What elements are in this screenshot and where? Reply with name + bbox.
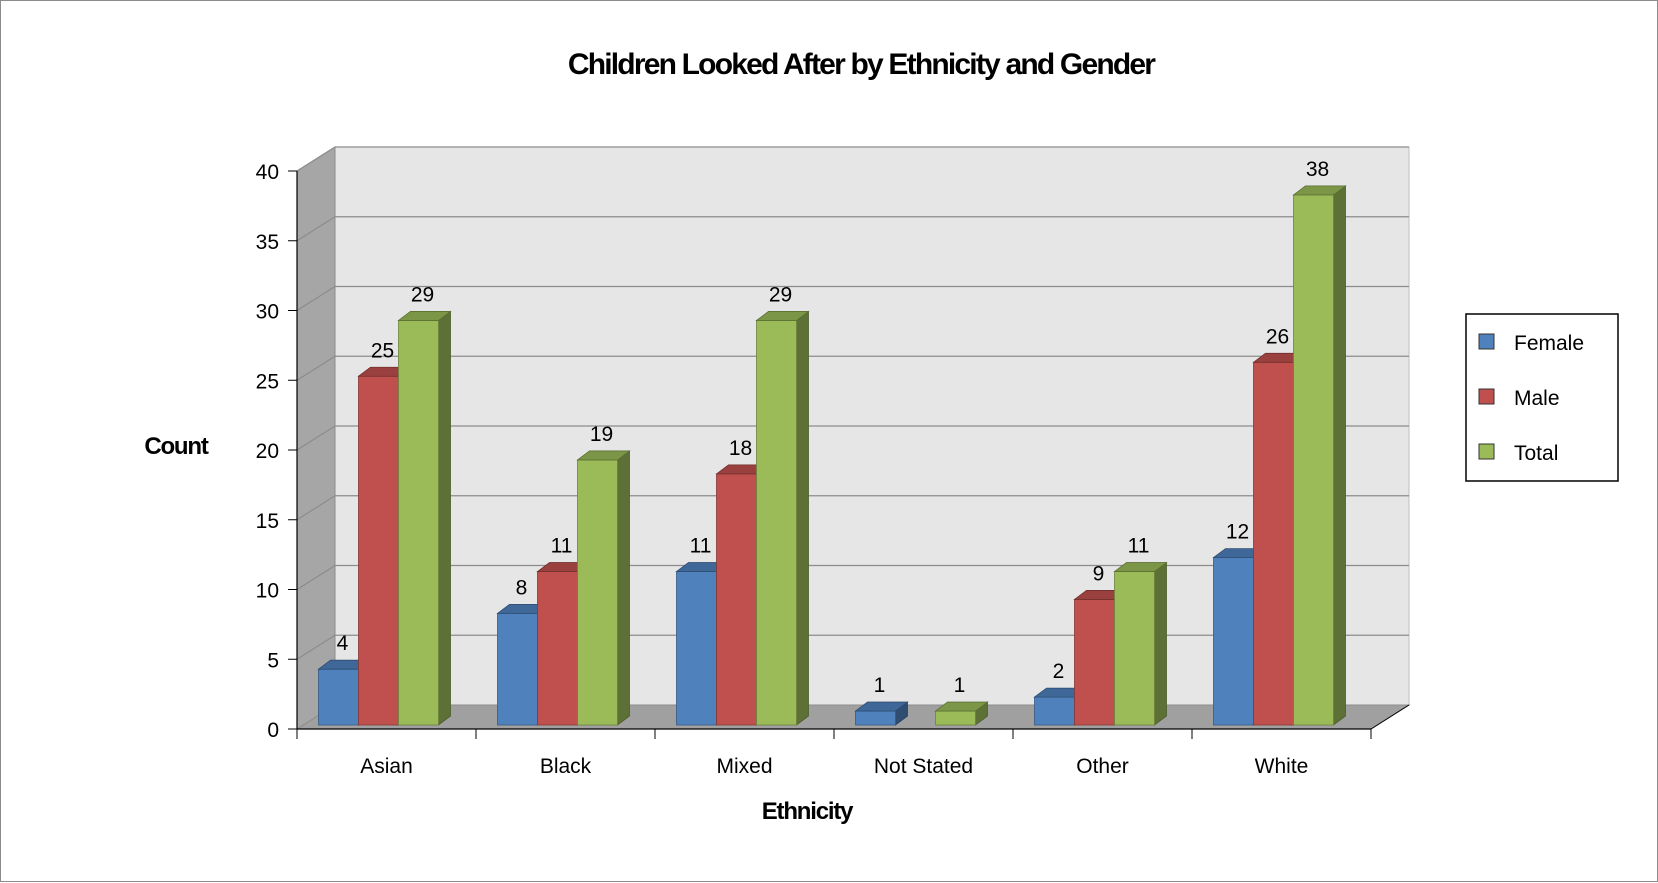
x-axis-end <box>1370 704 1410 730</box>
bar-total-white <box>1292 185 1347 726</box>
x-tick-label: Mixed <box>716 755 772 778</box>
bar-total-other <box>1113 561 1168 726</box>
data-label: 4 <box>337 632 349 655</box>
y-axis-title: Count <box>144 433 209 460</box>
gridline-side <box>296 495 336 521</box>
data-label: 2 <box>1053 660 1065 683</box>
data-label: 9 <box>1093 562 1105 585</box>
data-label: 29 <box>769 283 792 306</box>
legend-swatch-female <box>1478 333 1495 350</box>
y-tick-label: 15 <box>256 510 279 533</box>
data-label: 11 <box>551 535 573 558</box>
legend-swatch-total <box>1478 443 1495 460</box>
bar-total-not-stated <box>934 701 989 726</box>
bars-group <box>317 185 1347 726</box>
legend: Female Male Total <box>1465 313 1619 482</box>
y-tick-label: 20 <box>256 440 279 463</box>
y-tick-label: 35 <box>256 231 279 254</box>
gridline-side <box>296 634 336 660</box>
x-tick-label: Asian <box>360 755 413 778</box>
gridline-side <box>296 285 336 312</box>
axes-group: 0 5 10 15 20 25 30 35 40 Asian Black Mixed Not State… <box>256 161 1410 778</box>
y-tick-label: 40 <box>256 161 279 184</box>
data-label: 38 <box>1306 158 1329 181</box>
data-label: 29 <box>411 283 434 306</box>
legend-swatch-male <box>1478 388 1495 405</box>
data-label: 18 <box>729 437 752 460</box>
y-tick-label: 10 <box>256 580 279 603</box>
y-tick-label: 25 <box>256 370 279 393</box>
data-label: 11 <box>1128 535 1150 558</box>
bar-total-mixed <box>755 310 810 726</box>
legend-label-male: Male <box>1514 387 1560 410</box>
x-axis-title: Ethnicity <box>762 798 854 825</box>
data-label: 8 <box>516 576 528 599</box>
y-tick-label: 30 <box>256 301 279 324</box>
data-label: 19 <box>590 423 613 446</box>
gridline-side <box>296 216 336 242</box>
x-tick-label: Not Stated <box>874 755 973 778</box>
legend-label-total: Total <box>1514 442 1558 465</box>
chart-title: Children Looked After by Ethnicity and G… <box>568 48 1156 81</box>
x-tick-label: White <box>1255 755 1309 778</box>
y-tick-label: 5 <box>267 649 279 672</box>
bar-total-black <box>576 450 631 726</box>
gridline-side <box>296 355 336 381</box>
data-label: 26 <box>1266 325 1289 348</box>
legend-label-female: Female <box>1514 332 1584 355</box>
gridline-side <box>296 564 336 591</box>
gridline-side <box>296 425 336 451</box>
x-tick-label: Black <box>540 755 592 778</box>
y-tick-label: 0 <box>267 719 279 742</box>
x-tick-label: Other <box>1076 755 1129 778</box>
bar-female-not-stated <box>854 701 909 726</box>
data-label: 1 <box>954 674 966 697</box>
data-label: 1 <box>874 674 886 697</box>
bar-total-asian <box>397 310 452 726</box>
data-label: 12 <box>1226 521 1249 544</box>
gridline-side <box>296 146 336 172</box>
data-label: 11 <box>690 535 712 558</box>
data-label: 25 <box>371 339 394 362</box>
